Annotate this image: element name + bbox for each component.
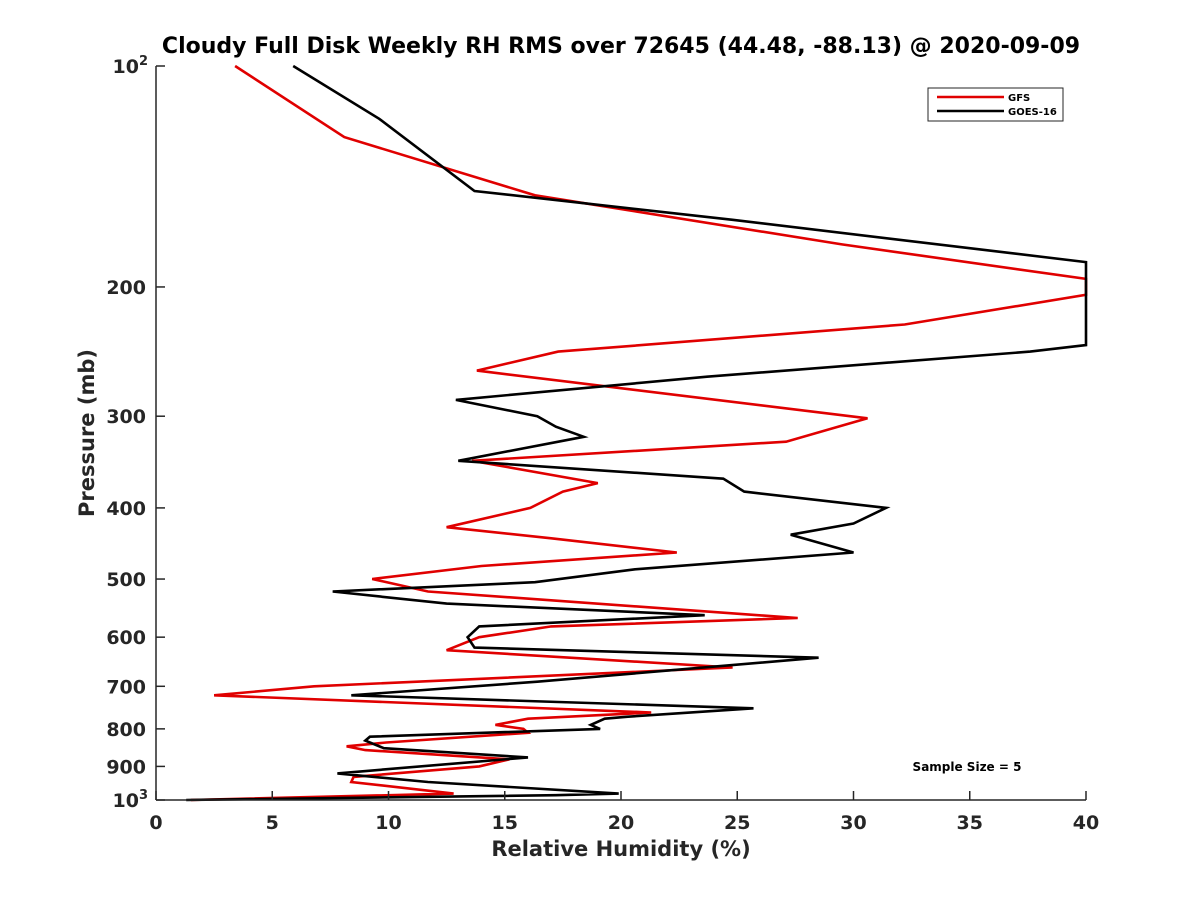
y-tick-label: 500 <box>106 569 146 591</box>
legend-label-gfs: GFS <box>1008 93 1030 104</box>
y-tick-label: 600 <box>106 627 146 649</box>
x-ticks: 0 5 10 15 20 25 30 35 40 <box>149 791 1099 834</box>
legend: GFS GOES-16 <box>927 87 1064 122</box>
y-tick-label: 800 <box>106 719 146 741</box>
x-axis-label: Relative Humidity (%) <box>491 837 750 861</box>
x-tick-label: 40 <box>1073 812 1099 834</box>
x-tick-label: 35 <box>957 812 983 834</box>
x-tick-label: 25 <box>724 812 750 834</box>
y-tick-label: 700 <box>106 676 146 698</box>
x-tick-label: 15 <box>492 812 518 834</box>
y-tick-label: 300 <box>106 406 146 428</box>
y-tick-label-power: 102 <box>113 54 149 78</box>
series-line-gfs <box>190 64 1088 802</box>
legend-box <box>927 87 1064 122</box>
x-tick-label: 30 <box>840 812 866 834</box>
series-line-goes16 <box>186 64 1088 802</box>
legend-label-goes16: GOES-16 <box>1008 107 1057 118</box>
x-tick-label: 10 <box>375 812 401 834</box>
x-tick-label: 5 <box>266 812 279 834</box>
y-tick-label: 400 <box>106 498 146 520</box>
y-tick-label-power: 103 <box>113 788 149 812</box>
x-tick-label: 0 <box>149 812 162 834</box>
y-tick-label: 200 <box>106 277 146 299</box>
series-layer <box>186 64 1088 802</box>
y-ticks: 200 300 400 500 600 700 800 900 102 103 <box>106 54 165 812</box>
sample-size-annotation: Sample Size = 5 <box>913 760 1022 774</box>
y-axis-label: Pressure (mb) <box>75 349 99 517</box>
x-tick-label: 20 <box>608 812 634 834</box>
chart-title: Cloudy Full Disk Weekly RH RMS over 7264… <box>162 34 1080 59</box>
plot-area <box>156 66 1086 800</box>
y-tick-label: 900 <box>106 756 146 778</box>
